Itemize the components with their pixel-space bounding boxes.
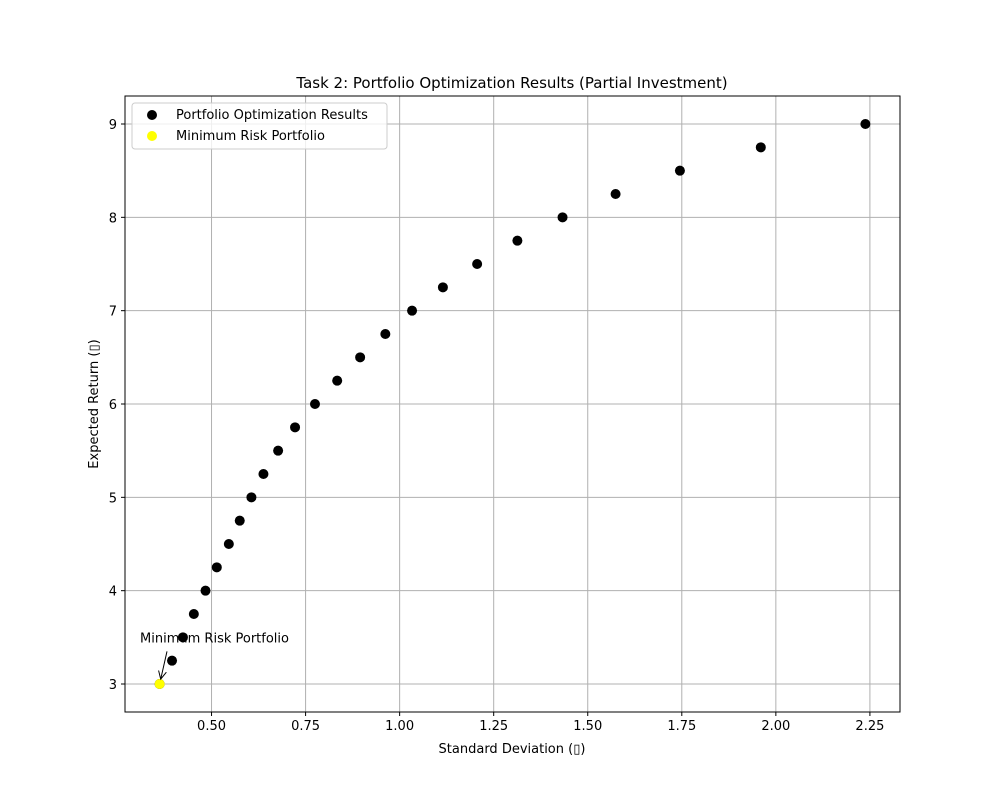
data-point [332, 375, 343, 386]
y-tick-label: 4 [109, 585, 117, 600]
data-point [407, 305, 418, 316]
data-point [273, 445, 284, 456]
y-axis-ticks: 3 4 5 6 7 8 9 [109, 118, 125, 693]
x-tick-label: 1.25 [479, 719, 508, 734]
minimum-risk-point [154, 679, 165, 689]
legend-marker-portfolio-optimization-results [147, 110, 157, 120]
data-point [610, 189, 621, 199]
x-tick-label: 1.00 [385, 719, 414, 734]
y-tick-label: 6 [109, 398, 117, 413]
data-point [223, 539, 234, 549]
x-tick-label: 1.50 [573, 719, 602, 734]
grid-lines [125, 96, 900, 712]
x-axis-label: Standard Deviation (▯) [439, 742, 586, 757]
data-point [512, 235, 523, 246]
x-tick-label: 2.25 [855, 719, 884, 734]
data-point [860, 119, 871, 129]
plot-area-frame [124, 95, 901, 713]
legend-label-portfolio-optimization-results: Portfolio Optimization Results [176, 108, 368, 123]
legend-label-minimum-risk-portfolio: Minimum Risk Portfolio [176, 129, 325, 144]
data-point [188, 609, 199, 619]
data-point [234, 515, 245, 526]
data-point [355, 352, 366, 363]
y-tick-label: 8 [109, 211, 117, 226]
annotation-arrow [161, 651, 168, 679]
data-point [557, 212, 568, 223]
y-tick-label: 9 [109, 118, 117, 133]
annotations: Minimum Risk Portfolio [140, 631, 289, 679]
data-point [309, 399, 320, 409]
legend: Portfolio Optimization Results Minimum R… [131, 102, 388, 150]
y-tick-label: 3 [109, 678, 117, 693]
x-tick-label: 2.00 [761, 719, 790, 734]
x-axis-ticks: 0.50 0.75 1.00 1.25 1.50 1.75 2.00 2.25 [197, 712, 884, 734]
legend-box [131, 102, 388, 150]
y-axis-label: Expected Return (▯) [87, 339, 102, 468]
y-tick-label: 5 [109, 491, 117, 506]
data-point [200, 585, 211, 596]
chart-title: Task 2: Portfolio Optimization Results (… [295, 74, 727, 92]
data-point [380, 329, 391, 339]
legend-marker-minimum-risk-portfolio [147, 131, 157, 141]
data-point [472, 259, 483, 269]
data-point [437, 282, 448, 293]
x-tick-label: 0.75 [291, 719, 320, 734]
x-tick-label: 0.50 [197, 719, 226, 734]
data-point [674, 165, 685, 176]
y-tick-label: 7 [109, 305, 117, 320]
data-point [290, 422, 301, 433]
data-point [211, 562, 222, 573]
data-point [258, 469, 269, 479]
data-point [755, 142, 766, 153]
x-tick-label: 1.75 [667, 719, 696, 734]
data-point [177, 632, 188, 643]
data-points [154, 119, 871, 689]
data-point [246, 492, 257, 503]
annotation-label: Minimum Risk Portfolio [140, 631, 289, 646]
data-point [167, 655, 178, 666]
